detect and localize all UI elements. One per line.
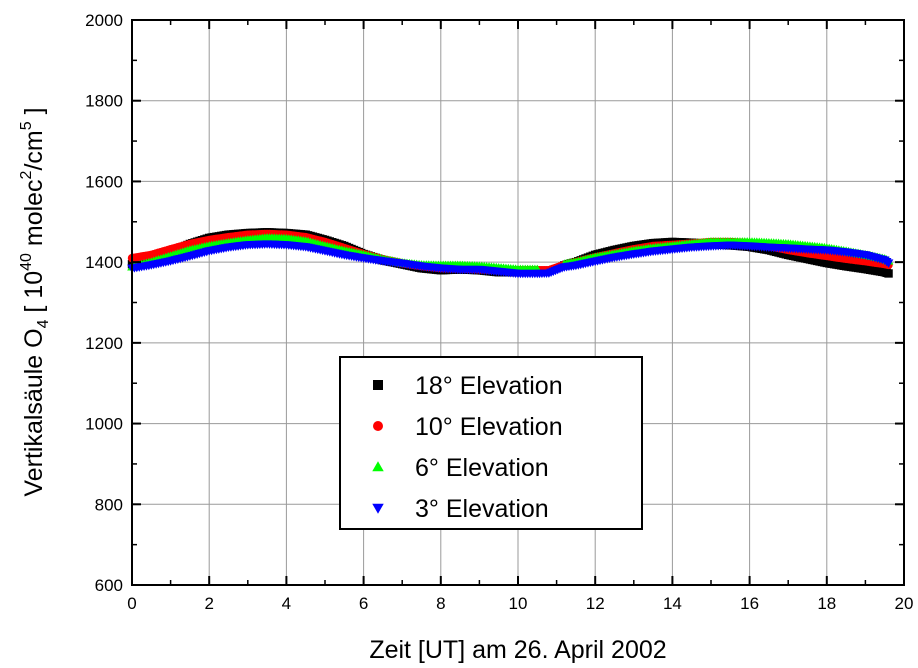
y-axis-title-close: ] — [20, 107, 48, 121]
y-axis-title-open: [ 10 — [20, 271, 48, 320]
y-tick-label: 800 — [95, 495, 123, 514]
data-points — [127, 228, 894, 279]
axis-ticks: 0 2 4 6 8 10 12 14 16 18 20 600 800 1000 1200 1400 1600 1… — [85, 11, 913, 613]
x-tick-label: 8 — [436, 594, 445, 613]
legend-marker — [372, 503, 384, 514]
y-tick-label: 1600 — [85, 172, 123, 191]
legend-marker — [373, 421, 383, 431]
legend-marker — [372, 461, 384, 472]
x-tick-label: 6 — [359, 594, 368, 613]
x-tick-label: 10 — [509, 594, 528, 613]
legend-label: 6° Elevation — [415, 454, 549, 482]
x-tick-label: 2 — [204, 594, 213, 613]
y-axis-title-mid: molec — [20, 179, 48, 253]
series-triangle-down — [127, 240, 894, 279]
y-axis-title-mid2: /cm — [20, 130, 48, 170]
x-tick-label: 14 — [663, 594, 682, 613]
x-tick-label: 12 — [586, 594, 605, 613]
legend-label: 3° Elevation — [415, 495, 549, 523]
legend-label: 18° Elevation — [415, 372, 563, 400]
y-tick-label: 1200 — [85, 334, 123, 353]
data-point — [883, 259, 894, 268]
x-tick-label: 18 — [817, 594, 836, 613]
data-point — [884, 269, 893, 278]
x-tick-label: 20 — [895, 594, 914, 613]
y-tick-label: 1800 — [85, 92, 123, 111]
y-axis-title-sup3: 5 — [18, 121, 35, 130]
y-tick-label: 1000 — [85, 415, 123, 434]
y-axis-title-sub: 4 — [35, 319, 52, 328]
y-axis-title: Vertikalsäule O4 [ 1040 molec2/cm5 ] — [18, 107, 52, 496]
y-axis-title-prefix: Vertikalsäule O — [20, 328, 48, 496]
x-tick-label: 4 — [282, 594, 291, 613]
y-tick-label: 600 — [95, 576, 123, 595]
legend-marker — [373, 380, 383, 390]
x-tick-label: 16 — [740, 594, 759, 613]
y-tick-label: 2000 — [85, 11, 123, 30]
x-tick-label: 0 — [127, 594, 136, 613]
legend-label: 10° Elevation — [415, 413, 563, 441]
legend: 18° Elevation 10° Elevation 6° Elevation 3°… — [339, 356, 643, 530]
x-axis-title: Zeit [UT] am 26. April 2002 — [369, 636, 666, 664]
y-axis-title-sup2: 2 — [18, 170, 35, 179]
y-tick-label: 1400 — [85, 253, 123, 272]
y-axis-title-sup1: 40 — [18, 253, 35, 271]
legend-box — [339, 356, 643, 530]
